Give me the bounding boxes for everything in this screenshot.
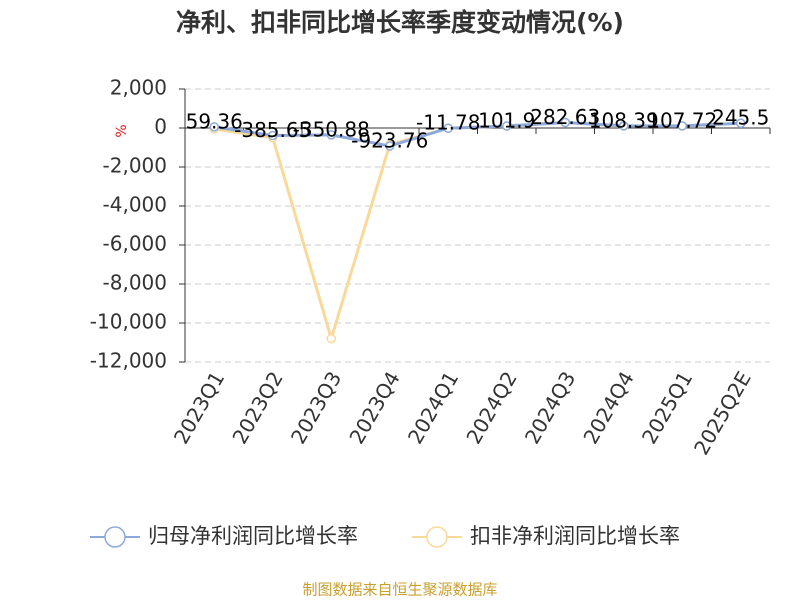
legend-label: 归母净利润同比增长率 [148,524,358,548]
data-label: 107.72 [647,108,717,132]
x-tick-label: 2024Q2 [461,367,521,448]
legend-label: 扣非净利润同比增长率 [470,524,680,548]
legend-marker [104,526,126,548]
point [326,130,336,140]
data-label: 245.5 [712,106,769,130]
x-tick-label: 2024Q4 [578,367,638,448]
x-tick-label: 2023Q4 [344,367,404,448]
y-tick-label: -8,000 [103,271,167,295]
x-tick-label: 2023Q3 [286,367,346,448]
x-tick-label: 2023Q1 [169,367,229,448]
x-tick-label: 2025Q2E [689,367,756,459]
data-label: 108.39 [589,108,659,132]
data-label: 282.63 [530,105,600,129]
y-axis-label: % [114,124,130,137]
data-label: -385.65 [234,118,311,142]
y-tick-label: -6,000 [103,232,167,256]
point [736,118,746,128]
point [385,141,395,151]
point [560,117,570,128]
series-line [214,120,741,344]
data-label: 101.9 [478,109,535,133]
point [326,333,336,344]
data-label: 59.36 [186,109,243,133]
point [443,123,453,133]
y-tick-label: 2,000 [110,76,167,100]
y-tick-label: -4,000 [103,193,167,217]
point [268,130,278,141]
point [677,121,687,131]
x-tick-label: 2024Q3 [520,367,580,448]
data-label: -923.76 [351,129,428,153]
data-label: -11.78 [416,111,480,135]
y-tick-label: 0 [154,115,167,139]
series-line [214,120,741,148]
point [502,121,512,131]
data-label: -350.88 [293,117,370,141]
y-tick-label: -12,000 [90,349,167,373]
legend-marker [426,526,448,548]
point [619,121,629,131]
y-tick-label: -2,000 [103,154,167,178]
y-tick-label: -10,000 [90,310,167,334]
x-tick-label: 2023Q2 [227,367,287,448]
x-tick-label: 2025Q1 [637,367,697,448]
chart-title: 净利、扣非同比增长率季度变动情况(%) [176,8,624,37]
source-note: 制图数据来自恒生聚源数据库 [302,581,497,599]
point [209,122,219,132]
x-tick-label: 2024Q1 [403,367,463,448]
